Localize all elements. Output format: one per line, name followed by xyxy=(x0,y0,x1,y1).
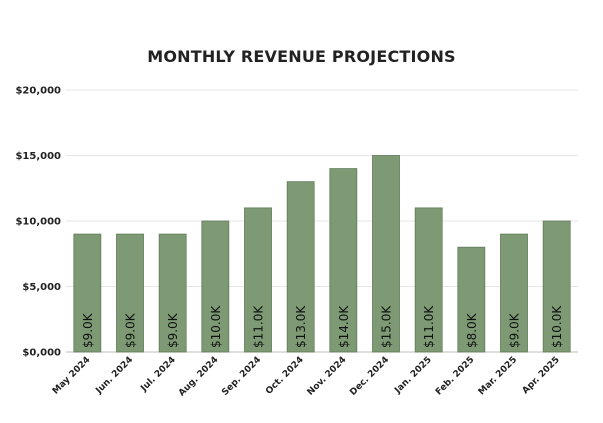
bar-data-label: $8.0K xyxy=(465,312,479,348)
x-tick-label: Jul. 2024 xyxy=(139,355,178,394)
x-tick-label: Feb. 2025 xyxy=(434,355,476,397)
bar-data-label: $10.0K xyxy=(550,305,564,348)
y-tick-label: $0,000 xyxy=(22,348,61,359)
bar-data-label: $15.0K xyxy=(380,305,394,348)
x-tick-label: Sep. 2024 xyxy=(220,355,263,398)
bar-data-label: $9.0K xyxy=(81,312,95,348)
bar-data-label: $11.0K xyxy=(252,305,266,348)
bar-data-label: $9.0K xyxy=(508,312,522,348)
bar xyxy=(414,207,443,353)
x-tick-label: May 2024 xyxy=(51,355,93,397)
bar-data-label: $11.0K xyxy=(422,305,436,348)
bar xyxy=(329,168,358,353)
x-tick-label: Jan. 2025 xyxy=(392,355,433,396)
x-tick-label: Apr. 2025 xyxy=(521,355,562,396)
x-axis: May 2024 Jun. 2024 Jul. 2024 Aug. 2024 Sep. … xyxy=(51,355,562,398)
bar xyxy=(500,233,528,353)
bar-data-label: $9.0K xyxy=(124,312,138,348)
x-tick-label: Nov. 2024 xyxy=(306,355,349,398)
gridlines xyxy=(66,89,578,353)
bar xyxy=(201,220,230,353)
bar-data-label: $13.0K xyxy=(294,305,308,348)
bar-data-label: $10.0K xyxy=(209,305,223,348)
bar-data-label: $9.0K xyxy=(166,312,180,348)
x-tick-label: Oct. 2024 xyxy=(264,355,306,397)
bars: $9.0K $9.0K $9.0K $10.0K $11.0K $13.0K $14.0K $… xyxy=(73,155,571,353)
bar xyxy=(116,233,144,353)
x-tick-label: Dec. 2024 xyxy=(348,355,391,398)
bar xyxy=(286,181,315,353)
bar-data-label: $14.0K xyxy=(337,305,351,348)
bar xyxy=(73,233,102,353)
x-tick-label: Jun. 2024 xyxy=(94,355,136,397)
chart-title: MONTHLY REVENUE PROJECTIONS xyxy=(147,47,456,66)
bar xyxy=(457,246,486,353)
bar xyxy=(158,233,187,353)
x-tick-label: Mar. 2025 xyxy=(477,355,519,397)
y-tick-label: $10,000 xyxy=(15,217,61,228)
bar xyxy=(244,207,272,353)
y-tick-label: $20,000 xyxy=(15,86,61,97)
bar xyxy=(372,155,400,353)
y-axis: $0,000 $5,000 $10,000 $15,000 $20,000 xyxy=(15,86,61,359)
y-tick-label: $5,000 xyxy=(22,282,61,293)
bar xyxy=(542,220,571,353)
y-tick-label: $15,000 xyxy=(15,151,61,162)
x-tick-label: Aug. 2024 xyxy=(177,355,220,398)
